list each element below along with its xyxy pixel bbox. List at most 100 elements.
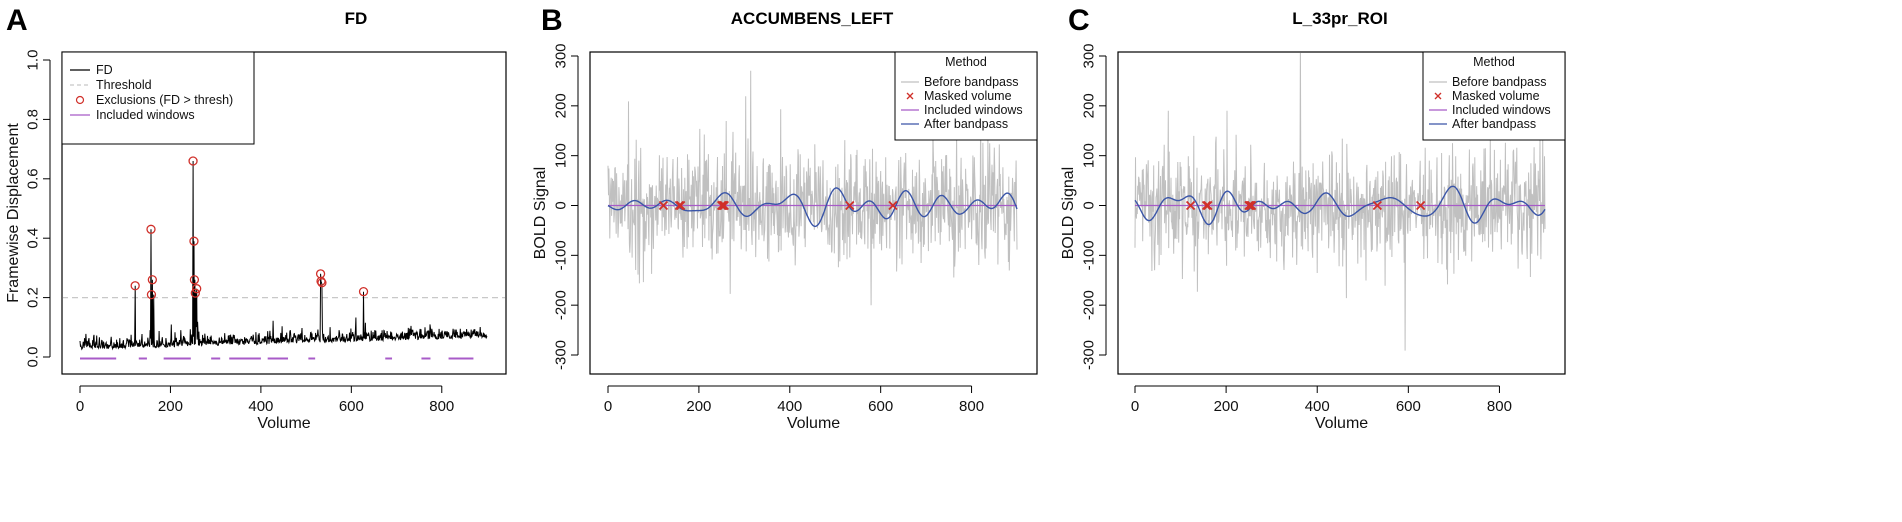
masked-x-stroke <box>1185 200 1196 211</box>
legend-entry: Included windows <box>96 108 195 122</box>
legend-entry: Included windows <box>1452 103 1551 117</box>
before-bandpass-line <box>607 70 1018 306</box>
y-tick-label: 0.8 <box>25 109 42 130</box>
masked-volume-marker <box>1246 200 1257 211</box>
x-tick-label: 800 <box>959 398 984 415</box>
plot-frame <box>589 51 1038 375</box>
x-tick-label: 400 <box>777 398 802 415</box>
x-tick-label: 200 <box>686 398 711 415</box>
plot-frame <box>1117 51 1566 375</box>
x-tick-label: 200 <box>1214 398 1239 415</box>
exclusion-point <box>189 236 199 246</box>
legend-box <box>61 51 255 145</box>
masked-volume-marker <box>674 200 684 211</box>
y-tick-label: 1.0 <box>25 50 42 71</box>
chart-title: ACCUMBENS_LEFT <box>731 9 894 28</box>
panel-letter: A <box>6 4 28 37</box>
legend-entry: Masked volume <box>924 89 1012 103</box>
x-tick-label: 800 <box>429 398 454 415</box>
legend-entry: Before bandpass <box>1452 75 1547 89</box>
y-tick-label: 0.6 <box>25 168 42 189</box>
exclusion-point <box>130 281 140 291</box>
masked-volume-marker <box>719 200 729 211</box>
legend-key-exclusions <box>75 95 85 105</box>
x-axis-label: Volume <box>257 415 310 432</box>
x-tick-label: 0 <box>76 398 84 415</box>
exclusion-point <box>317 278 327 288</box>
exclusion-point <box>147 275 158 285</box>
exclusion-point <box>188 156 198 166</box>
masked-x-stroke <box>845 200 855 211</box>
legend-entry: Before bandpass <box>924 75 1019 89</box>
legend-title: Method <box>1473 55 1515 69</box>
y-tick-label: 100 <box>553 143 570 168</box>
panel-c: C L_33pr_ROI 0 200 400 600 800 Volume -300 -200 -1… <box>1060 4 1566 432</box>
x-tick-label: 600 <box>1396 398 1421 415</box>
panel-letter: C <box>1068 4 1090 37</box>
plot-area <box>607 70 1018 306</box>
legend-box <box>1422 51 1566 141</box>
after-bandpass-line <box>607 187 1018 228</box>
legend-entry: Masked volume <box>1452 89 1540 103</box>
before-bandpass-line <box>1134 53 1546 351</box>
masked-x-stroke <box>658 200 669 211</box>
y-tick-label: -200 <box>1081 290 1098 320</box>
y-tick-label: 0 <box>1081 201 1098 209</box>
exclusion-point <box>189 275 200 285</box>
y-tick-label: 0 <box>553 201 570 209</box>
legend-box <box>894 51 1038 141</box>
masked-volume-marker <box>888 200 898 211</box>
exclusion-point <box>358 287 369 297</box>
chart-title: FD <box>345 9 368 28</box>
exclusion-point <box>146 289 157 300</box>
y-tick-label: -200 <box>553 290 570 320</box>
chart-title: L_33pr_ROI <box>1292 9 1387 28</box>
masked-volume-marker <box>1185 200 1196 211</box>
y-tick-label: 300 <box>1081 43 1098 68</box>
legend-entry: Exclusions (FD > thresh) <box>96 93 233 107</box>
legend-entry: After bandpass <box>924 117 1008 131</box>
x-tick-label: 400 <box>248 398 273 415</box>
y-tick-label: 200 <box>553 93 570 118</box>
x-axis-label: Volume <box>787 415 840 432</box>
x-axis-label: Volume <box>1315 415 1368 432</box>
x-tick-label: 0 <box>604 398 612 415</box>
legend-key-masked <box>1434 92 1442 100</box>
panel-b: B ACCUMBENS_LEFT 0 200 400 600 800 Volume -300 -2… <box>532 4 1038 432</box>
masked-volume-marker <box>1415 200 1426 211</box>
masked-volume-marker <box>1372 200 1382 211</box>
legend-key-masked <box>906 92 914 100</box>
legend-entry: Included windows <box>924 103 1023 117</box>
masked-volume-marker <box>1203 200 1213 211</box>
masked-x-stroke <box>1372 200 1382 211</box>
y-tick-label: 0.4 <box>25 228 42 249</box>
fd-series-line <box>79 160 488 351</box>
y-tick-label: 200 <box>1081 93 1098 118</box>
masked-x-stroke <box>1415 200 1426 211</box>
exclusion-point <box>192 284 202 294</box>
masked-volume-marker <box>676 200 686 211</box>
exclusion-point <box>190 288 200 298</box>
masked-x-stroke <box>1201 200 1212 211</box>
y-tick-label: 0.0 <box>25 347 42 368</box>
masked-x-stroke <box>676 200 686 211</box>
legend-entry: Threshold <box>96 78 152 92</box>
masked-volume-marker <box>1201 200 1212 211</box>
x-tick-label: 0 <box>1131 398 1139 415</box>
y-tick-label: -300 <box>1081 340 1098 370</box>
y-axis-label: Framewise Displacement <box>5 123 22 303</box>
y-tick-label: -100 <box>1081 240 1098 270</box>
y-tick-label: -100 <box>553 240 570 270</box>
x-tick-label: 200 <box>158 398 183 415</box>
x-tick-label: 600 <box>339 398 364 415</box>
masked-x-stroke <box>1246 200 1257 211</box>
masked-x-stroke <box>888 200 898 211</box>
y-tick-label: 100 <box>1081 143 1098 168</box>
panel-letter: B <box>541 4 563 37</box>
masked-volume-marker <box>845 200 855 211</box>
y-tick-label: -300 <box>553 340 570 370</box>
